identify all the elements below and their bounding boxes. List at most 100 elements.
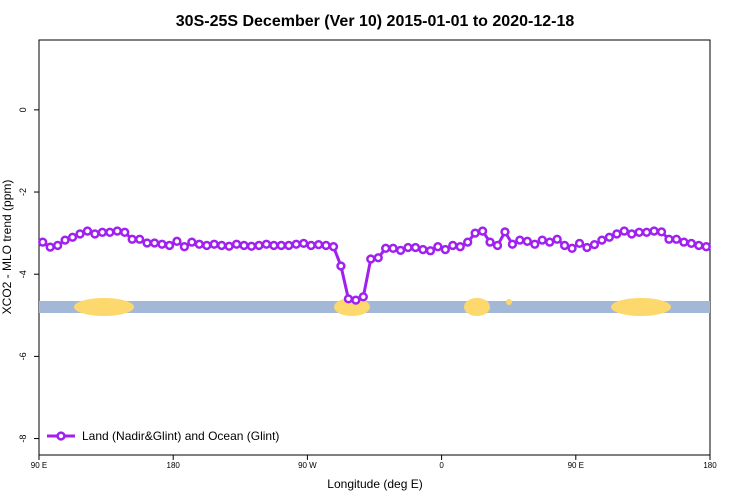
point — [686, 238, 697, 249]
point — [552, 234, 562, 244]
point — [664, 234, 674, 244]
point — [440, 244, 450, 255]
point — [194, 239, 204, 249]
point — [321, 240, 331, 251]
point — [45, 242, 55, 252]
point — [455, 242, 465, 252]
point — [343, 294, 354, 304]
y-tick-label: 0 — [18, 107, 28, 112]
point — [477, 226, 488, 236]
point — [60, 235, 70, 245]
y-tick-label: -2 — [18, 188, 28, 196]
chart-title: 30S-25S December (Ver 10) 2015-01-01 to … — [176, 13, 575, 30]
point — [164, 240, 175, 251]
land-patch — [464, 298, 490, 316]
point — [463, 237, 473, 247]
ocean-band — [39, 301, 710, 313]
point — [254, 240, 264, 251]
point — [574, 238, 585, 249]
point — [425, 246, 436, 256]
point — [649, 226, 659, 236]
point — [351, 295, 361, 305]
point — [485, 237, 495, 247]
point — [284, 240, 294, 251]
land-patch — [506, 299, 512, 305]
point — [261, 239, 272, 249]
point — [448, 240, 458, 251]
point — [522, 236, 532, 246]
point — [127, 234, 137, 244]
point — [395, 245, 406, 256]
x-tick-label: 0 — [439, 461, 444, 470]
point — [217, 240, 227, 251]
x-axis-label: Longitude (deg E) — [327, 477, 422, 491]
point — [567, 243, 577, 253]
point — [597, 235, 607, 245]
point — [612, 229, 622, 239]
point — [172, 236, 182, 246]
point — [366, 254, 376, 264]
point — [120, 227, 130, 237]
point — [276, 240, 286, 251]
point — [515, 235, 525, 245]
point — [67, 232, 78, 242]
y-tick-label: -8 — [18, 435, 28, 443]
point — [671, 234, 682, 244]
point — [209, 239, 219, 249]
point — [507, 239, 518, 249]
point — [149, 238, 160, 248]
y-axis-label: XCO2 - MLO trend (ppm) — [0, 180, 14, 315]
point — [381, 243, 391, 253]
point — [530, 239, 540, 249]
point — [373, 253, 383, 263]
point — [306, 240, 316, 251]
x-tick-label: 180 — [703, 461, 717, 470]
point — [112, 226, 122, 236]
point — [410, 242, 421, 253]
point — [537, 235, 547, 245]
point — [52, 240, 63, 251]
point — [627, 229, 637, 239]
point — [500, 227, 510, 237]
point — [97, 227, 108, 237]
point — [679, 237, 689, 247]
point — [694, 240, 704, 251]
point — [559, 240, 570, 251]
point — [38, 237, 48, 247]
land-patch — [74, 298, 134, 316]
point — [142, 238, 152, 248]
point — [582, 242, 592, 253]
point — [358, 292, 368, 302]
point — [492, 240, 503, 251]
point — [299, 238, 309, 249]
y-tick-label: -6 — [18, 352, 28, 360]
point — [418, 244, 428, 255]
legend-marker — [56, 431, 66, 441]
point — [291, 239, 301, 249]
point — [604, 232, 614, 242]
point — [179, 242, 190, 252]
x-tick-label: 90 E — [31, 461, 47, 470]
point — [246, 241, 257, 251]
point — [388, 243, 398, 253]
land-patch — [611, 298, 671, 316]
point — [224, 241, 234, 251]
point — [336, 261, 346, 271]
point — [619, 226, 629, 236]
y-tick-label: -4 — [18, 270, 28, 278]
point — [157, 239, 167, 249]
point — [656, 227, 667, 237]
x-tick-label: 180 — [167, 461, 181, 470]
point — [634, 227, 644, 237]
point — [105, 227, 115, 237]
point — [231, 239, 242, 249]
point — [313, 239, 324, 250]
surface-band — [39, 298, 710, 316]
point — [641, 227, 652, 237]
point — [328, 242, 339, 252]
point — [202, 240, 212, 251]
x-tick-label: 90 E — [568, 461, 584, 470]
point — [545, 237, 555, 247]
point — [269, 240, 279, 251]
